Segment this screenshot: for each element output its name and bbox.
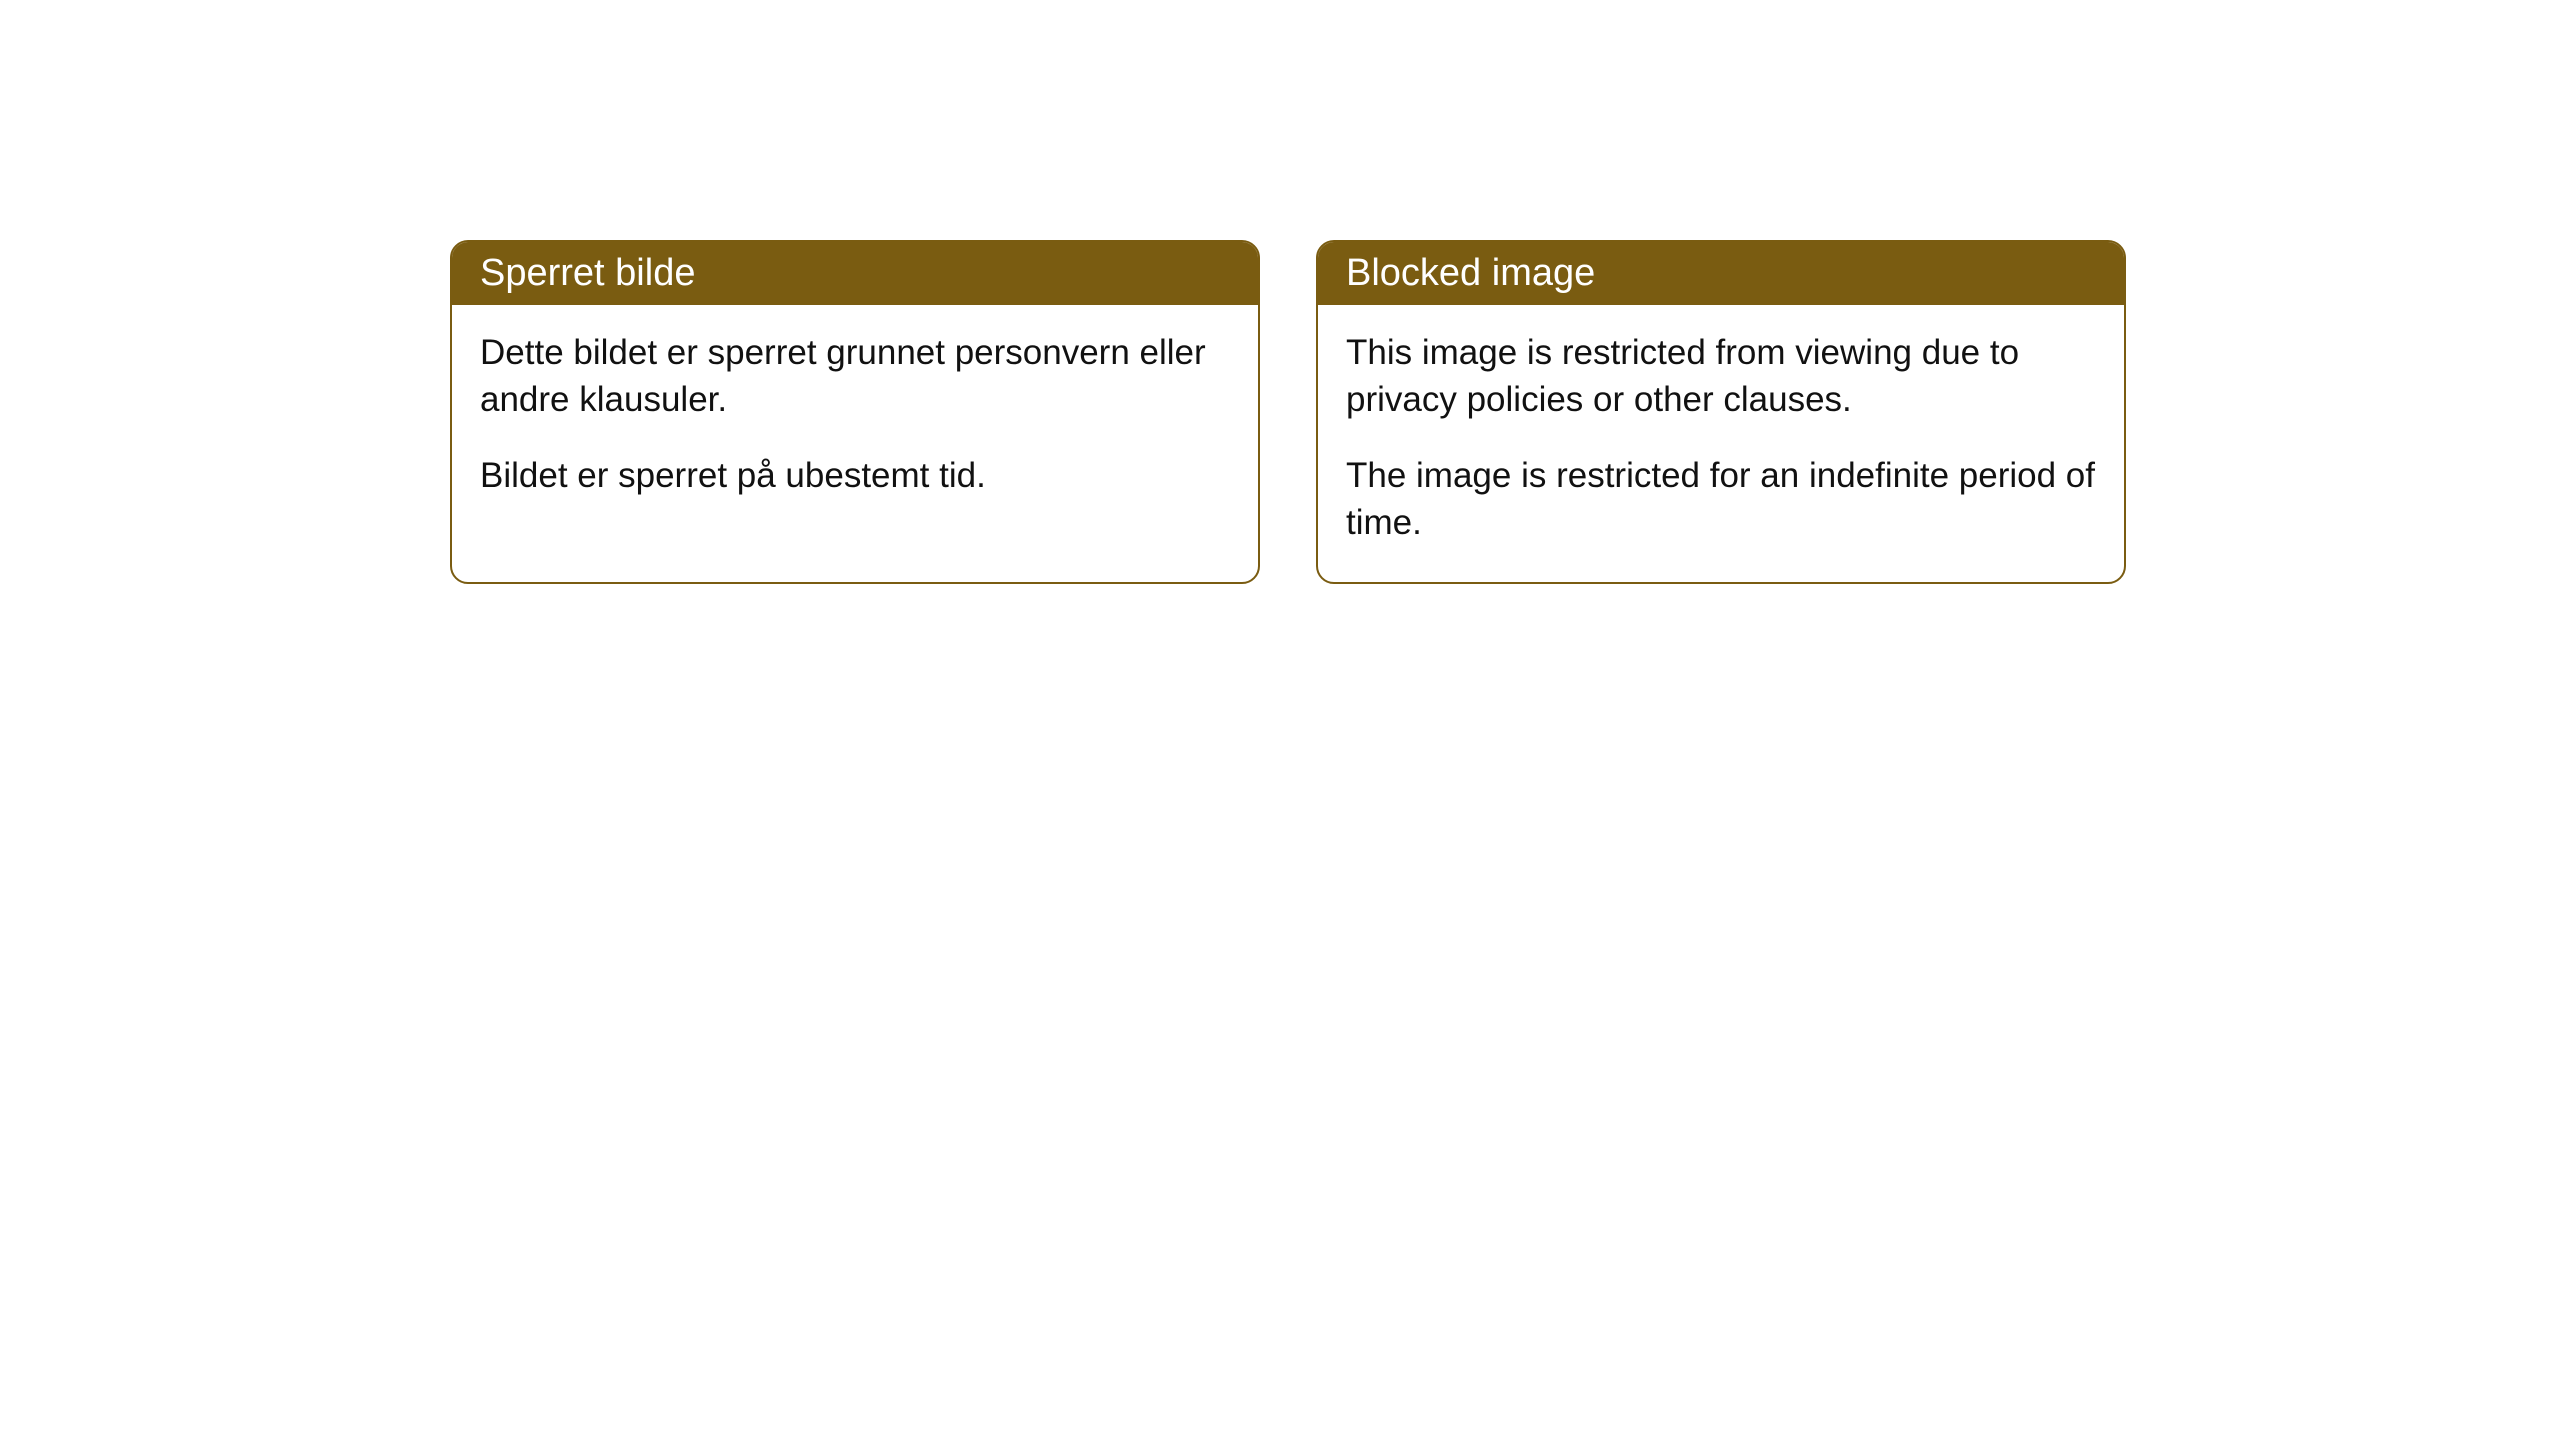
blocked-image-card-norwegian: Sperret bilde Dette bildet er sperret gr… <box>450 240 1260 584</box>
blocked-image-card-english: Blocked image This image is restricted f… <box>1316 240 2126 584</box>
card-header-english: Blocked image <box>1318 242 2124 305</box>
card-paragraph-norwegian-2: Bildet er sperret på ubestemt tid. <box>480 452 1230 499</box>
card-body-norwegian: Dette bildet er sperret grunnet personve… <box>452 305 1258 535</box>
card-header-norwegian: Sperret bilde <box>452 242 1258 305</box>
card-paragraph-english-1: This image is restricted from viewing du… <box>1346 329 2096 424</box>
card-paragraph-english-2: The image is restricted for an indefinit… <box>1346 452 2096 547</box>
card-title-english: Blocked image <box>1346 252 1595 294</box>
notice-cards-container: Sperret bilde Dette bildet er sperret gr… <box>450 240 2126 584</box>
card-paragraph-norwegian-1: Dette bildet er sperret grunnet personve… <box>480 329 1230 424</box>
card-title-norwegian: Sperret bilde <box>480 252 695 294</box>
card-body-english: This image is restricted from viewing du… <box>1318 305 2124 582</box>
